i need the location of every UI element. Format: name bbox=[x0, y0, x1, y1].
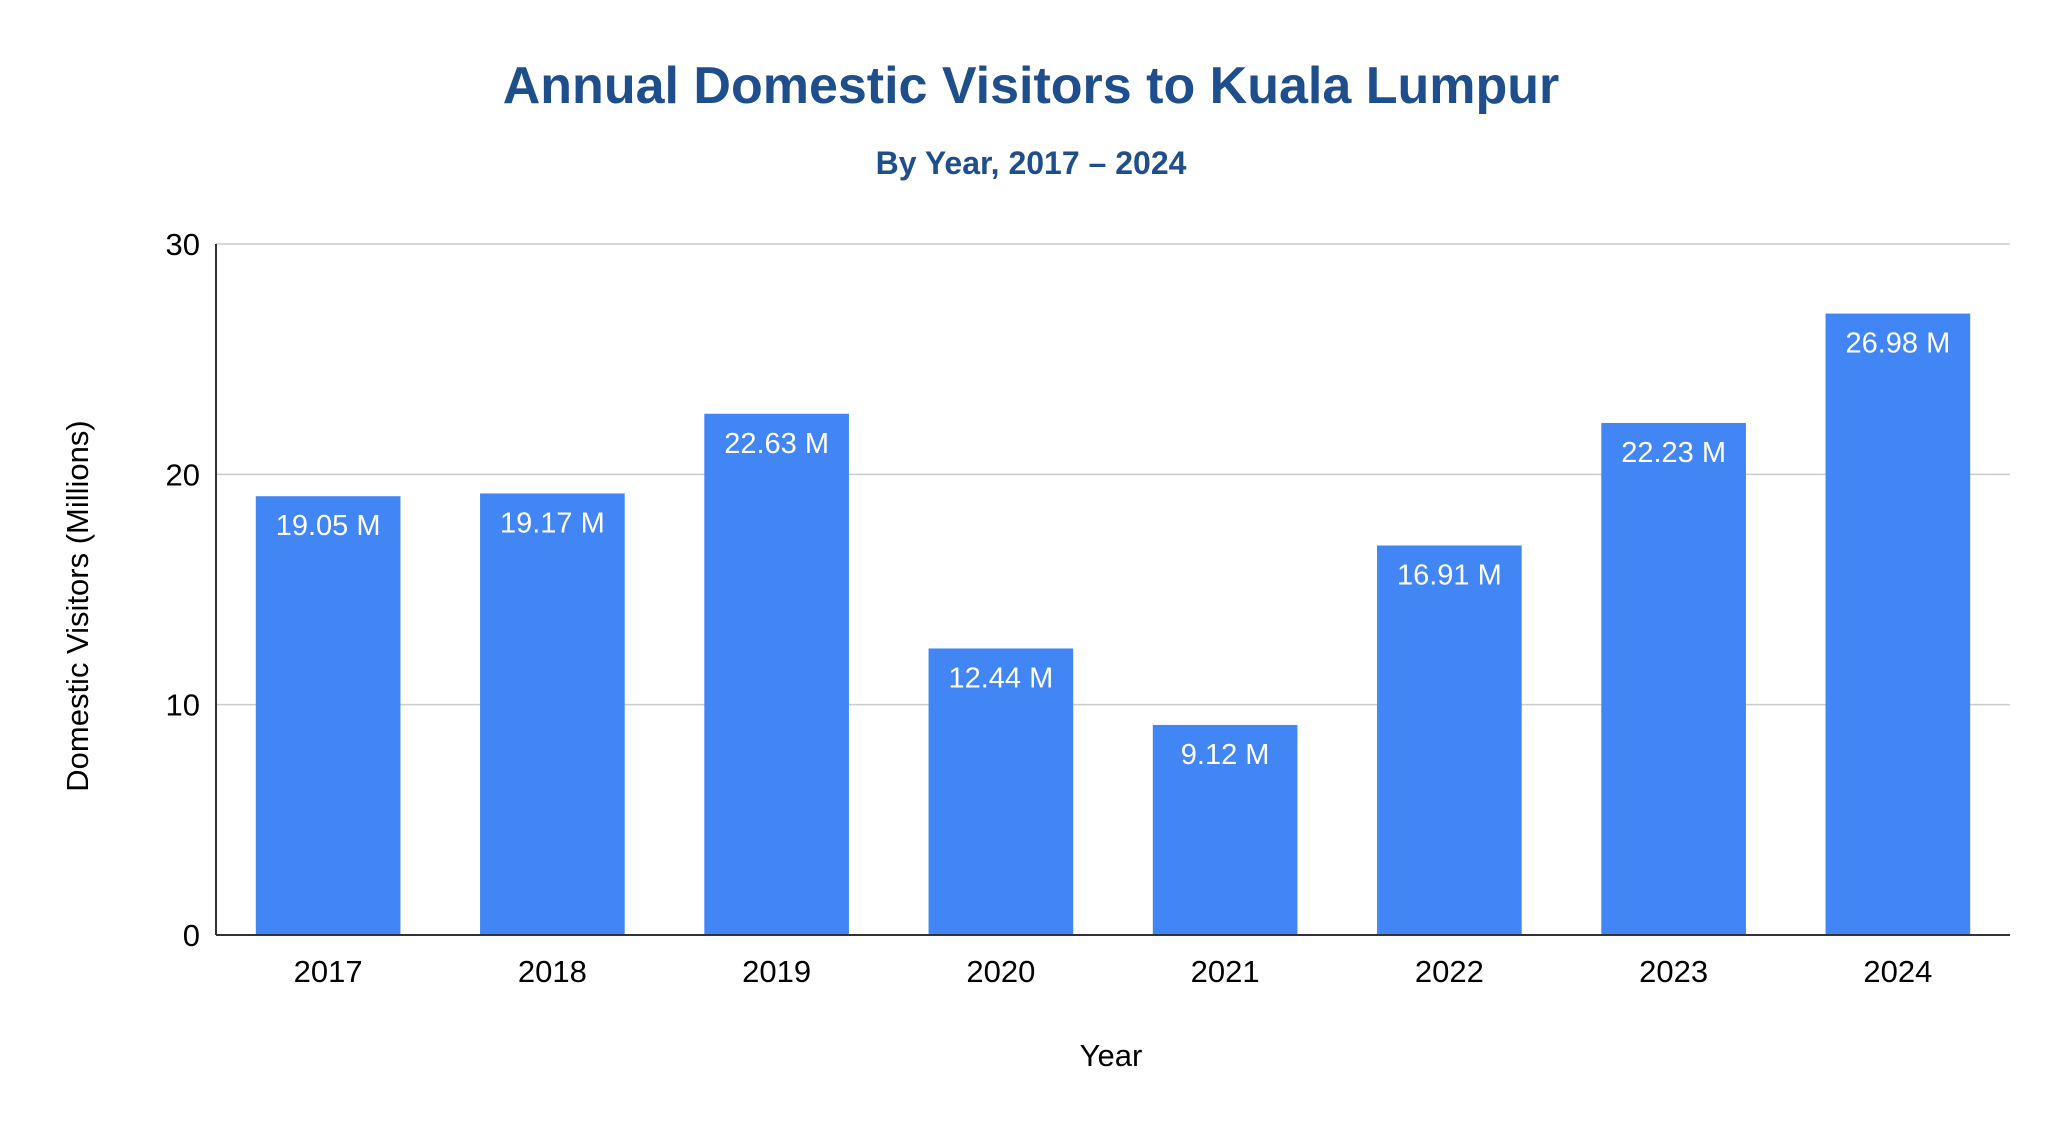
axes: 0 10 20 30 2017 2018 2019 2020 2021 2022 2023 2024 bbox=[166, 227, 2010, 989]
data-label-2023: 22.23 M bbox=[1621, 437, 1726, 469]
y-tick-label: 0 bbox=[183, 918, 200, 953]
x-tick-label: 2024 bbox=[1863, 954, 1932, 989]
x-tick-label: 2017 bbox=[294, 954, 363, 989]
x-axis-title: Year bbox=[1080, 1038, 1143, 1073]
bar-2023 bbox=[1601, 422, 1746, 935]
data-label-2020: 12.44 M bbox=[948, 662, 1053, 694]
data-label-2019: 22.63 M bbox=[724, 428, 829, 460]
data-labels: 19.05 M 19.17 M 22.63 M 12.44 M 9.12 M 16.91 … bbox=[276, 328, 1951, 771]
x-tick-label: 2022 bbox=[1415, 954, 1484, 989]
y-tick-label: 10 bbox=[166, 688, 200, 723]
bar-2019 bbox=[704, 413, 849, 935]
y-tick-label: 20 bbox=[166, 457, 200, 492]
data-label-2021: 9.12 M bbox=[1181, 739, 1270, 771]
data-label-2017: 19.05 M bbox=[276, 510, 381, 542]
data-label-2022: 16.91 M bbox=[1397, 560, 1502, 592]
y-axis-title: Domestic Visitors (Millions) bbox=[60, 420, 95, 792]
bar-2022 bbox=[1377, 545, 1522, 935]
bar-2017 bbox=[255, 496, 401, 935]
x-tick-label: 2020 bbox=[966, 954, 1035, 989]
x-tick-label: 2021 bbox=[1191, 954, 1260, 989]
data-label-2024: 26.98 M bbox=[1845, 328, 1950, 360]
x-tick-label: 2019 bbox=[742, 954, 811, 989]
bars bbox=[255, 313, 1971, 935]
bar-2020 bbox=[928, 648, 1074, 935]
bar-2018 bbox=[480, 493, 625, 935]
y-tick-label: 30 bbox=[166, 227, 200, 262]
chart-subtitle: By Year, 2017 – 2024 bbox=[876, 145, 1187, 181]
x-tick-label: 2023 bbox=[1639, 954, 1708, 989]
data-label-2018: 19.17 M bbox=[500, 507, 605, 539]
x-tick-label: 2018 bbox=[518, 954, 587, 989]
chart-title: Annual Domestic Visitors to Kuala Lumpur bbox=[503, 57, 1560, 115]
bar-2021 bbox=[1152, 724, 1298, 935]
bar-2024 bbox=[1825, 313, 1971, 935]
